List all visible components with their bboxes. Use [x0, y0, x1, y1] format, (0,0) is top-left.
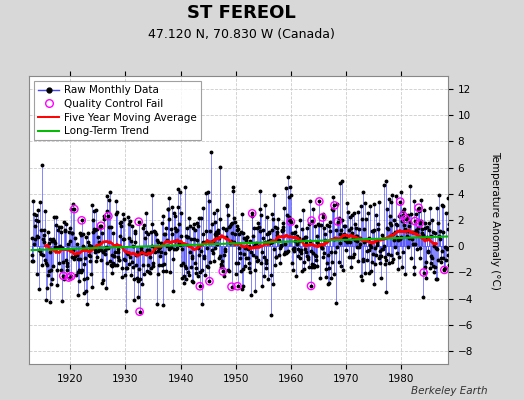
Point [233, 283, 242, 290]
Point [416, 220, 424, 227]
Point [315, 198, 323, 205]
Point [219, 268, 227, 275]
Point [78, 217, 86, 224]
Text: ST FEREOL: ST FEREOL [187, 4, 296, 22]
Point [307, 283, 315, 289]
Point [195, 283, 204, 290]
Point [70, 206, 79, 212]
Point [333, 218, 342, 225]
Point [97, 222, 105, 229]
Point [135, 218, 143, 225]
Point [135, 308, 144, 315]
Point [287, 219, 295, 225]
Point [440, 267, 449, 273]
Point [396, 198, 405, 205]
Point [59, 273, 68, 279]
Point [414, 204, 423, 211]
Point [67, 273, 75, 280]
Point [319, 214, 327, 221]
Text: Berkeley Earth: Berkeley Earth [411, 386, 487, 396]
Point [399, 212, 407, 218]
Y-axis label: Temperature Anomaly (°C): Temperature Anomaly (°C) [490, 150, 500, 290]
Point [205, 278, 214, 284]
Point [307, 218, 315, 224]
Point [420, 269, 428, 276]
Point [330, 202, 339, 209]
Point [248, 210, 256, 216]
Point [64, 274, 73, 281]
Point [401, 216, 410, 222]
Legend: Raw Monthly Data, Quality Control Fail, Five Year Moving Average, Long-Term Tren: Raw Monthly Data, Quality Control Fail, … [34, 81, 201, 140]
Point [227, 284, 236, 290]
Point [411, 218, 419, 224]
Text: 47.120 N, 70.830 W (Canada): 47.120 N, 70.830 W (Canada) [148, 28, 334, 41]
Point [104, 213, 113, 219]
